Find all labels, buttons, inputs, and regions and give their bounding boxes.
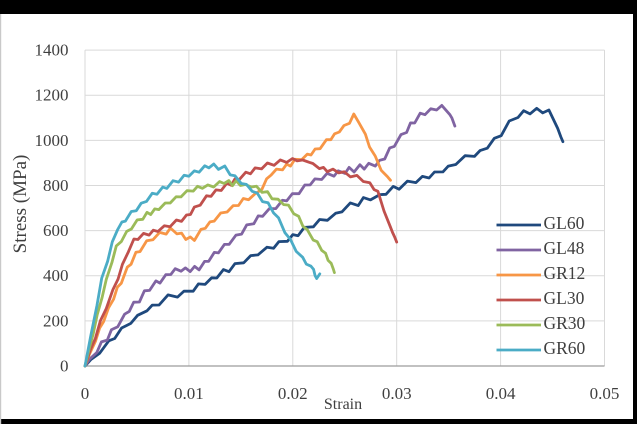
svg-text:200: 200 bbox=[43, 311, 69, 330]
svg-text:1400: 1400 bbox=[35, 41, 69, 60]
svg-text:0: 0 bbox=[81, 384, 90, 403]
svg-text:0.03: 0.03 bbox=[382, 384, 412, 403]
svg-text:800: 800 bbox=[43, 176, 69, 195]
svg-text:Stress (MPa): Stress (MPa) bbox=[10, 155, 31, 254]
svg-text:600: 600 bbox=[43, 221, 69, 240]
svg-text:0: 0 bbox=[60, 357, 69, 376]
svg-text:GR60: GR60 bbox=[544, 338, 586, 358]
svg-text:GR12: GR12 bbox=[544, 263, 586, 283]
svg-text:0.01: 0.01 bbox=[174, 384, 204, 403]
svg-text:1200: 1200 bbox=[35, 86, 69, 105]
svg-text:400: 400 bbox=[43, 266, 69, 285]
svg-text:0.02: 0.02 bbox=[278, 384, 308, 403]
svg-text:1000: 1000 bbox=[35, 131, 69, 150]
svg-text:0.05: 0.05 bbox=[590, 384, 620, 403]
svg-text:GL30: GL30 bbox=[544, 288, 585, 308]
svg-text:GL60: GL60 bbox=[544, 213, 585, 233]
svg-text:Strain: Strain bbox=[324, 396, 362, 413]
svg-text:GR30: GR30 bbox=[544, 313, 586, 333]
svg-text:0.04: 0.04 bbox=[486, 384, 516, 403]
svg-text:GL48: GL48 bbox=[544, 238, 585, 258]
